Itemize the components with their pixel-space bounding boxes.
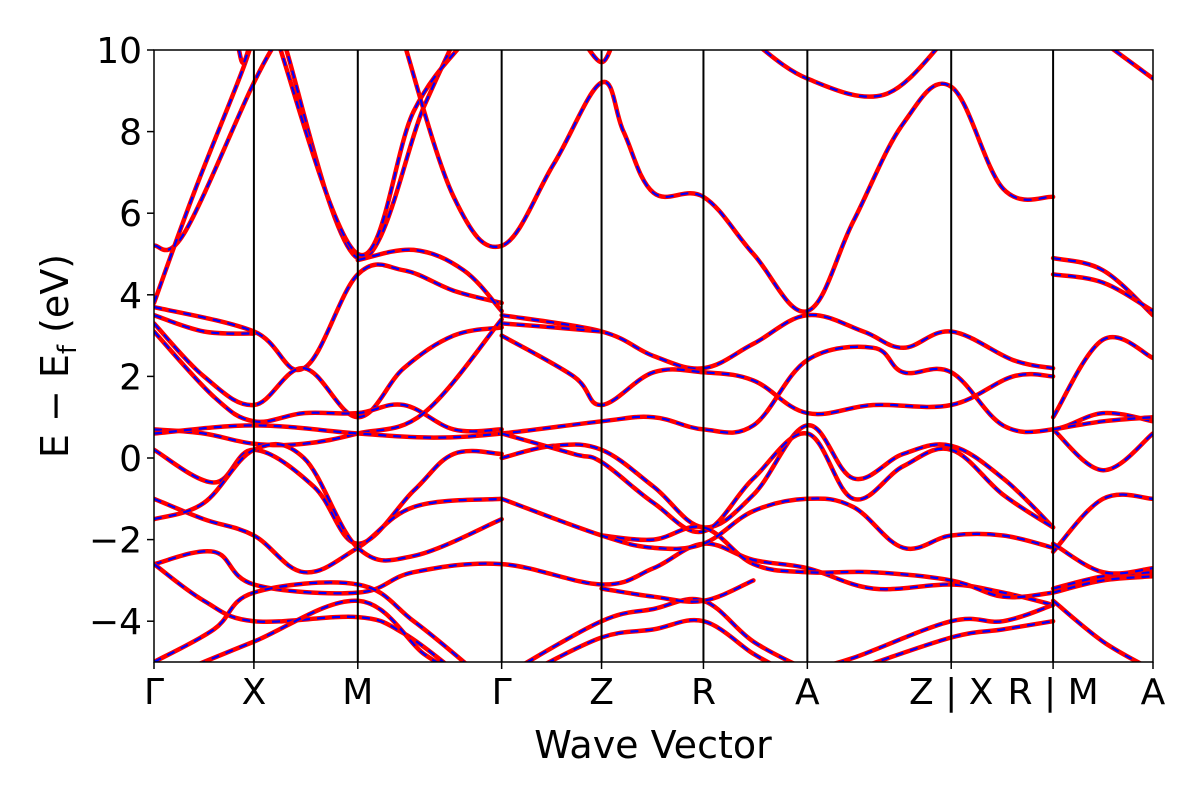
y-tick-label-5: 6 [119,194,142,235]
band-line-dashed-44 [1052,599,1141,662]
band-line-dashed-39 [525,597,794,662]
band-line-dashed-7 [762,50,937,98]
y-axis-label: E − Ef (eV) [33,254,83,458]
band-line-dashed-2 [237,50,250,64]
band-line-dashed-23 [154,497,502,574]
kpoint-lines [252,50,1055,662]
band-line-dashed-21 [154,345,1153,439]
band-line-dashed-0 [154,50,273,251]
band-line-dashed-18 [154,322,502,419]
x-tick-label-9: A [1141,672,1166,713]
band-line-dashed-41 [601,579,754,603]
band-line-dashed-40 [547,619,770,662]
band-line-dashed-5 [405,50,1054,313]
band-line-dashed-19 [154,330,502,433]
band-line-dashed-25 [501,424,1054,529]
x-tick-label-6: A [795,672,820,713]
band-line-dashed-35 [1052,542,1153,575]
y-axis-ticks: −4 −2 0 2 4 6 8 10 [89,31,154,643]
x-tick-label-3: Γ [492,672,512,713]
band-line-dashed-31 [501,497,1054,550]
band-line-dashed-11 [357,248,503,312]
y-tick-label-6: 8 [119,113,142,154]
band-line-dashed-34 [1052,575,1153,594]
x-tick-label-8: R | M [1008,672,1099,713]
x-tick-label-7: Z | X [909,672,993,713]
band-line-dashed-32 [1052,493,1153,553]
band-line-dashed-33 [1052,571,1153,590]
y-tick-label-0: −4 [89,602,142,643]
y-tick-label-4: 4 [119,276,142,317]
band-line-dashed-22 [154,448,502,545]
x-tick-label-5: R [691,672,716,713]
band-line-dashed-8 [1112,50,1153,80]
band-line-dashed-10 [154,314,254,335]
band-line-dashed-9 [154,263,502,372]
band-line-dashed-28 [1052,416,1153,431]
x-tick-label-1: X [242,672,267,713]
y-axis-label-main: E − E [33,354,77,458]
band-line-dashed-17 [1052,336,1153,418]
band-line-dashed-14 [501,334,1054,416]
x-tick-label-2: M [342,672,373,713]
band-line-42 [832,602,1056,662]
band-line-dashed-13 [501,322,602,333]
band-line-dashed-43 [873,620,1054,662]
y-tick-label-7: 10 [96,31,142,72]
y-tick-label-1: −2 [89,521,142,562]
x-tick-label-0: Γ [144,672,164,713]
band-line-dashed-24 [154,443,503,562]
band-line-dashed-37 [154,581,466,662]
y-tick-label-2: 0 [119,439,142,480]
band-line-dashed-15 [1052,257,1153,317]
y-axis-label-subscript: f [53,344,83,354]
band-line-dashed-16 [1052,273,1153,313]
x-axis-ticks: Γ X M Γ Z R A Z | X R | M A [144,662,1166,713]
band-line-dashed-12 [501,313,1054,370]
plot-frame [153,49,1154,663]
band-line-dashed-27 [1052,428,1153,472]
band-line-dashed-38 [200,599,439,662]
band-line-dashed-3 [285,50,452,260]
band-line-dashed-26 [501,432,1054,534]
band-line-dashed-1 [154,50,251,304]
band-line-dashed-29 [154,542,1054,606]
x-tick-label-4: Z [589,672,614,713]
band-line-dashed-20 [154,318,503,447]
y-axis-label-unit: (eV) [33,254,77,345]
y-tick-label-3: 2 [119,357,142,398]
x-axis-label: Wave Vector [534,723,772,767]
band-line-dashed-4 [279,50,459,257]
